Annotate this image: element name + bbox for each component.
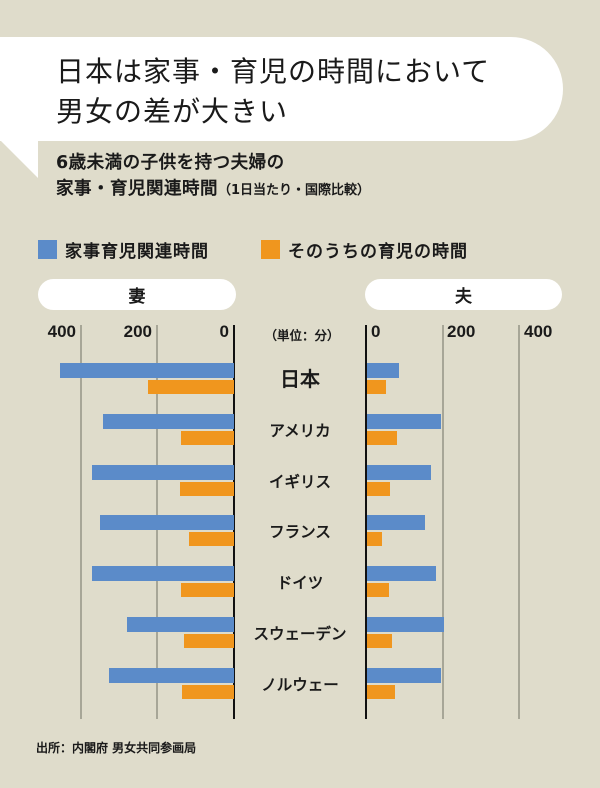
wife-total-bar <box>59 363 234 378</box>
legend-item-childcare: そのうちの育児の時間 <box>261 237 468 262</box>
country-label: 日本 <box>280 367 320 391</box>
legend-label: そのうちの育児の時間 <box>288 242 468 262</box>
husband-total-bar <box>367 667 441 683</box>
headline-line-1: 日本は家事・育児の時間において <box>56 55 491 88</box>
subtitle-line-1: 6歳未満の子供を持つ夫婦の <box>56 153 285 173</box>
country-label: アメリカ <box>269 421 331 440</box>
husband-childcare-bar <box>367 481 391 496</box>
wife-childcare-bar <box>180 481 234 496</box>
axis-left-zero <box>233 325 235 719</box>
wife-childcare-bar <box>183 634 234 648</box>
husband-total-bar <box>367 413 441 429</box>
source-note: 出所：内閣府 男女共同参画局 <box>36 741 197 755</box>
country-label: フランス <box>269 523 331 542</box>
husband-total-bar <box>367 515 425 531</box>
chart-subtitle: 6歳未満の子供を持つ夫婦の 家事・育児関連時間（1日当たり・国際比較） <box>56 150 370 204</box>
subtitle-note: （1日当たり・国際比較） <box>218 183 371 198</box>
wife-childcare-bar <box>180 583 234 598</box>
legend-swatch-orange <box>261 240 280 259</box>
legend-label: 家事育児関連時間 <box>65 242 209 262</box>
wife-childcare-bar <box>182 684 234 699</box>
husband-total-bar <box>367 617 444 632</box>
wife-total-bar <box>91 566 234 582</box>
tick-left-200: 200 <box>123 322 152 341</box>
husband-childcare-bar <box>367 684 396 699</box>
wife-total-bar <box>91 464 234 480</box>
gridline-left-400 <box>80 325 82 719</box>
tick-left-0: 0 <box>219 322 229 341</box>
husband-total-bar <box>367 363 399 378</box>
husband-childcare-bar <box>367 532 382 547</box>
country-label: ドイツ <box>276 574 324 593</box>
husband-childcare-bar <box>367 430 398 445</box>
headline-bubble <box>0 37 563 141</box>
country-label: スウェーデン <box>253 625 347 643</box>
wife-childcare-bar <box>180 430 234 445</box>
wife-panel-label: 妻 <box>38 279 236 310</box>
husband-childcare-bar <box>367 583 390 598</box>
headline: 日本は家事・育児の時間において 男女の差が大きい <box>56 52 556 132</box>
gridline-right-400 <box>518 325 520 719</box>
wife-total-bar <box>108 667 234 683</box>
subtitle-line-2: 家事・育児関連時間 <box>56 179 218 199</box>
tick-right-0: 0 <box>371 322 381 341</box>
husband-total-bar <box>367 464 431 480</box>
husband-total-bar <box>367 566 437 582</box>
wife-total-bar <box>100 515 234 531</box>
wife-total-bar <box>126 617 234 632</box>
wife-childcare-bar <box>188 532 234 547</box>
husband-childcare-bar <box>367 380 386 394</box>
tick-right-200: 200 <box>447 322 476 341</box>
country-label: イギリス <box>268 472 331 491</box>
wife-childcare-bar <box>148 380 234 394</box>
wife-total-bar <box>103 413 234 429</box>
tick-right-400: 400 <box>524 322 553 341</box>
gridline-right-200 <box>442 325 444 719</box>
headline-line-2: 男女の差が大きい <box>56 95 289 128</box>
legend-item-total: 家事育児関連時間 <box>38 237 209 262</box>
country-label: ノルウェー <box>261 675 339 694</box>
tick-left-400: 400 <box>47 322 76 341</box>
husband-panel-label: 夫 <box>365 279 562 310</box>
bubble-tail <box>0 140 38 178</box>
axis-right-zero <box>365 325 367 719</box>
unit-label: （単位：分） <box>264 328 340 343</box>
husband-childcare-bar <box>367 634 393 648</box>
legend-swatch-blue <box>38 240 57 259</box>
